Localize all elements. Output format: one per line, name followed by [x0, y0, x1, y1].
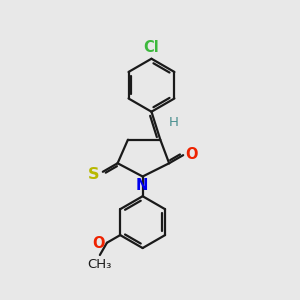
Text: O: O [185, 147, 198, 162]
Text: CH₃: CH₃ [87, 258, 112, 271]
Text: O: O [92, 236, 105, 251]
Text: H: H [168, 116, 178, 129]
Text: Cl: Cl [144, 40, 159, 55]
Text: N: N [136, 178, 148, 193]
Text: S: S [88, 167, 99, 182]
